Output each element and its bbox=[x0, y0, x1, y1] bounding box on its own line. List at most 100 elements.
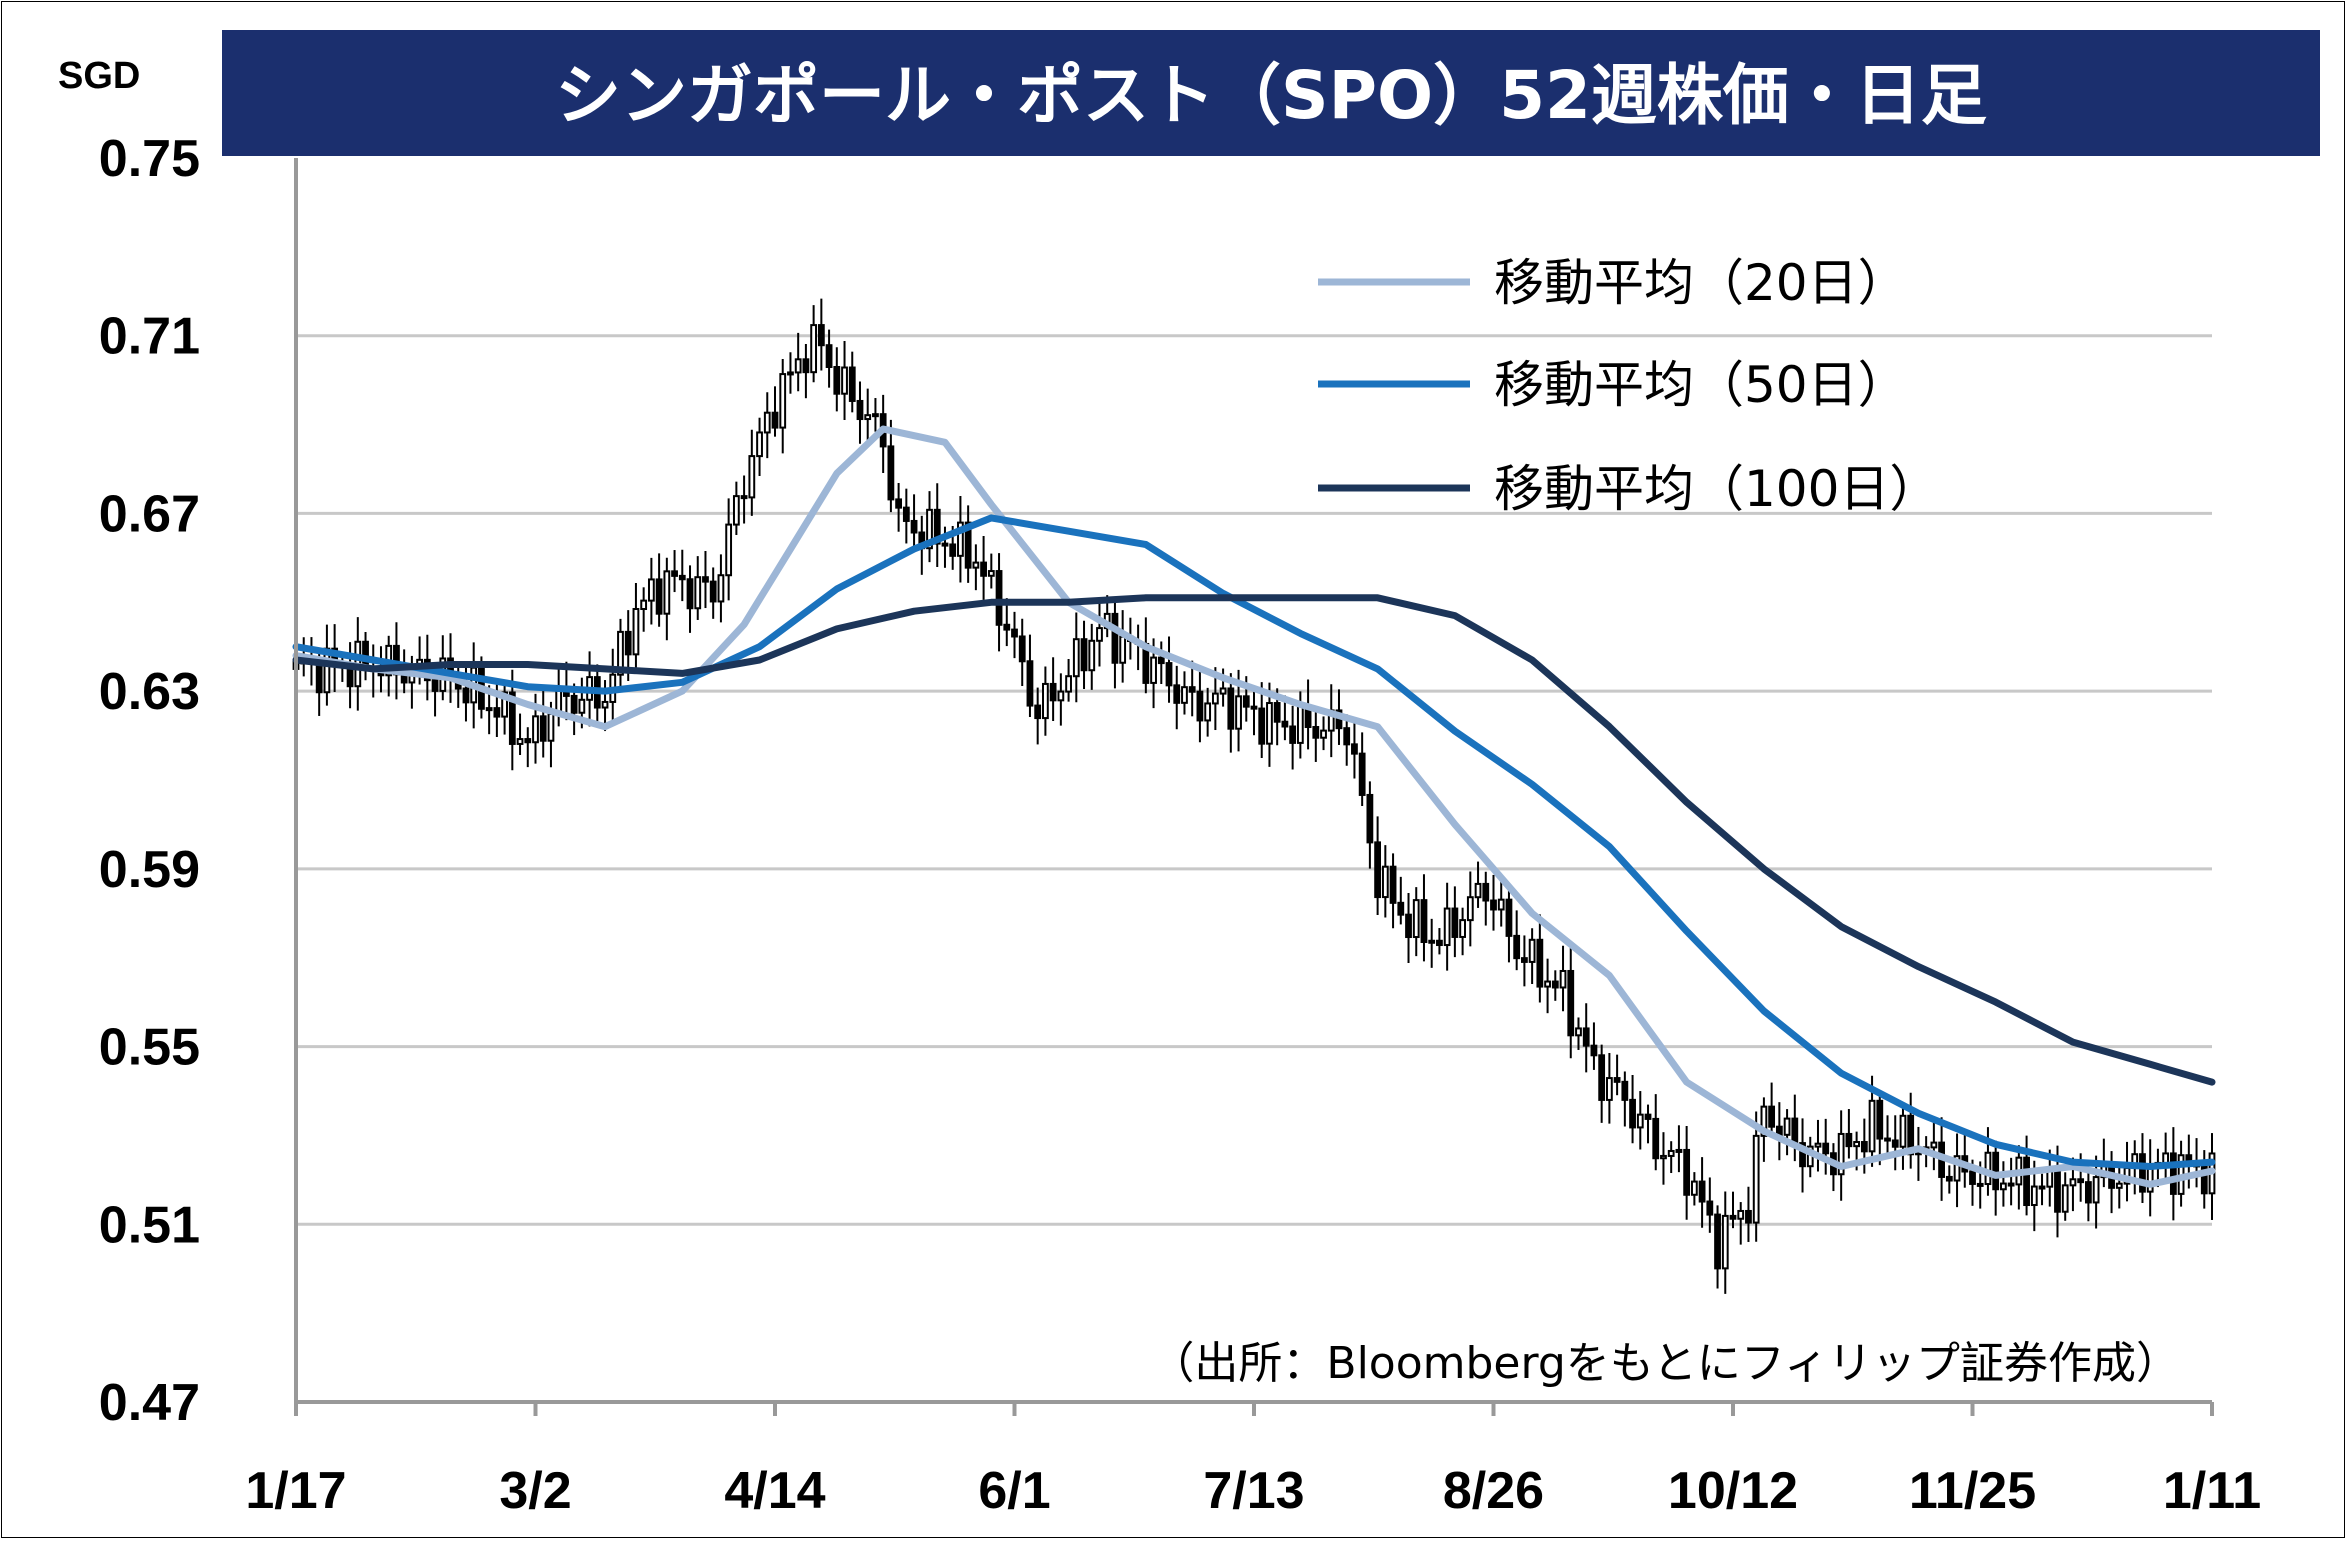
candle-body bbox=[1273, 702, 1281, 723]
ma20-line bbox=[292, 425, 2216, 1188]
candle-body bbox=[1605, 1077, 1613, 1101]
candle-body bbox=[1227, 687, 1235, 730]
candle-body bbox=[817, 324, 825, 347]
candle-body bbox=[617, 630, 624, 676]
candle-body bbox=[887, 445, 895, 501]
candle-body bbox=[771, 411, 779, 429]
candle-body bbox=[1451, 907, 1459, 938]
candle-body bbox=[1969, 1170, 1976, 1185]
candle-body bbox=[748, 455, 756, 499]
candle-body bbox=[1698, 1180, 1706, 1203]
candle-body bbox=[431, 679, 439, 692]
candle-body bbox=[1675, 1148, 1683, 1153]
candle-body bbox=[1459, 919, 1466, 938]
candle-body bbox=[2023, 1156, 2030, 1207]
candle-body bbox=[1598, 1054, 1606, 1101]
candle-body bbox=[1837, 1132, 1845, 1176]
candle-body bbox=[702, 576, 709, 583]
candle-body bbox=[2162, 1152, 2170, 1164]
candle-body bbox=[2077, 1178, 2085, 1184]
candle-body bbox=[949, 543, 957, 557]
candle-body bbox=[2084, 1181, 2092, 1204]
candle-body bbox=[1428, 939, 1436, 944]
candle-body bbox=[709, 580, 717, 603]
candle-body bbox=[1497, 898, 1505, 911]
candle-body bbox=[1891, 1139, 1899, 1148]
candle-body bbox=[1436, 939, 1443, 947]
candle-body bbox=[624, 630, 632, 656]
candle-body bbox=[1783, 1117, 1791, 1136]
candle-body bbox=[1003, 623, 1011, 631]
candle-body bbox=[1466, 896, 1474, 922]
candle-body bbox=[508, 691, 516, 745]
candle-body bbox=[964, 521, 972, 569]
candle-body bbox=[1876, 1099, 1884, 1140]
x-tick-labels: 1/17 3/2 4/14 6/1 7/13 8/26 10/12 11/25 1/11 bbox=[245, 1402, 2261, 1520]
candle-body bbox=[1312, 726, 1320, 739]
candle-body bbox=[1266, 702, 1273, 745]
candle-body bbox=[1111, 612, 1119, 664]
candle-body bbox=[647, 578, 655, 602]
candle-body bbox=[1860, 1141, 1868, 1153]
candle-body bbox=[1320, 729, 1327, 739]
candlesticks bbox=[292, 298, 2216, 1294]
candle-body bbox=[810, 324, 818, 374]
candle-body bbox=[864, 414, 872, 421]
y-tick-label: 0.75 bbox=[99, 130, 200, 188]
candle-body bbox=[663, 570, 671, 615]
candle-body bbox=[1235, 695, 1242, 730]
candle-body bbox=[1737, 1209, 1745, 1220]
candle-body bbox=[2030, 1185, 2038, 1207]
candle-body bbox=[1173, 684, 1181, 704]
candle-body bbox=[1366, 793, 1374, 844]
legend-label-ma50: 移動平均（50日） bbox=[1494, 356, 1908, 414]
y-tick-label: 0.47 bbox=[99, 1374, 200, 1432]
source-note: （出所：Bloombergをもとにフィリップ証券作成） bbox=[1150, 1338, 2180, 1389]
candle-body bbox=[1296, 704, 1304, 744]
candle-body bbox=[1884, 1137, 1891, 1142]
candle-body bbox=[1621, 1080, 1629, 1101]
candle-body bbox=[1374, 841, 1382, 899]
candle-body bbox=[1814, 1142, 1822, 1148]
candle-body bbox=[1242, 695, 1250, 708]
candle-body bbox=[493, 707, 501, 718]
candle-body bbox=[1976, 1182, 1984, 1187]
chart-title: シンガポール・ポスト（SPO）52週株価・日足 bbox=[555, 57, 1987, 134]
candle-body bbox=[1211, 692, 1219, 705]
candle-body bbox=[787, 371, 794, 376]
candle-body bbox=[1791, 1117, 1799, 1145]
candle-body bbox=[1119, 635, 1127, 664]
candle-body bbox=[694, 576, 702, 610]
candle-body bbox=[902, 506, 910, 522]
candle-body bbox=[1358, 752, 1366, 796]
y-tick-label: 0.59 bbox=[99, 841, 200, 899]
candle-body bbox=[1544, 980, 1551, 988]
candle-body bbox=[1150, 656, 1157, 684]
candle-body bbox=[524, 738, 532, 744]
legend-label-ma100: 移動平均（100日） bbox=[1494, 460, 1939, 518]
candle-body bbox=[2000, 1182, 2007, 1191]
candle-body bbox=[1652, 1117, 1660, 1160]
axes bbox=[294, 158, 2212, 1404]
candle-body bbox=[794, 358, 802, 374]
candle-body bbox=[833, 365, 841, 395]
candle-body bbox=[802, 358, 810, 374]
candle-body bbox=[2092, 1176, 2100, 1204]
candle-body bbox=[926, 508, 933, 550]
candle-body bbox=[1729, 1214, 1737, 1220]
candle-body bbox=[987, 570, 995, 577]
candle-body bbox=[1381, 865, 1389, 899]
candle-body bbox=[1636, 1113, 1644, 1129]
candle-body bbox=[1443, 907, 1451, 947]
candle-body bbox=[678, 574, 686, 581]
candle-body bbox=[1065, 675, 1072, 693]
gridlines bbox=[296, 334, 2212, 1226]
candle-body bbox=[1397, 901, 1405, 916]
y-tick-label: 0.63 bbox=[99, 663, 200, 721]
y-tick-label: 0.71 bbox=[99, 308, 200, 366]
y-tick-labels: 0.75 0.71 0.67 0.63 0.59 0.55 0.51 0.47 bbox=[99, 130, 200, 1432]
candle-body bbox=[2046, 1170, 2054, 1188]
x-tick-label: 1/17 bbox=[245, 1462, 346, 1520]
